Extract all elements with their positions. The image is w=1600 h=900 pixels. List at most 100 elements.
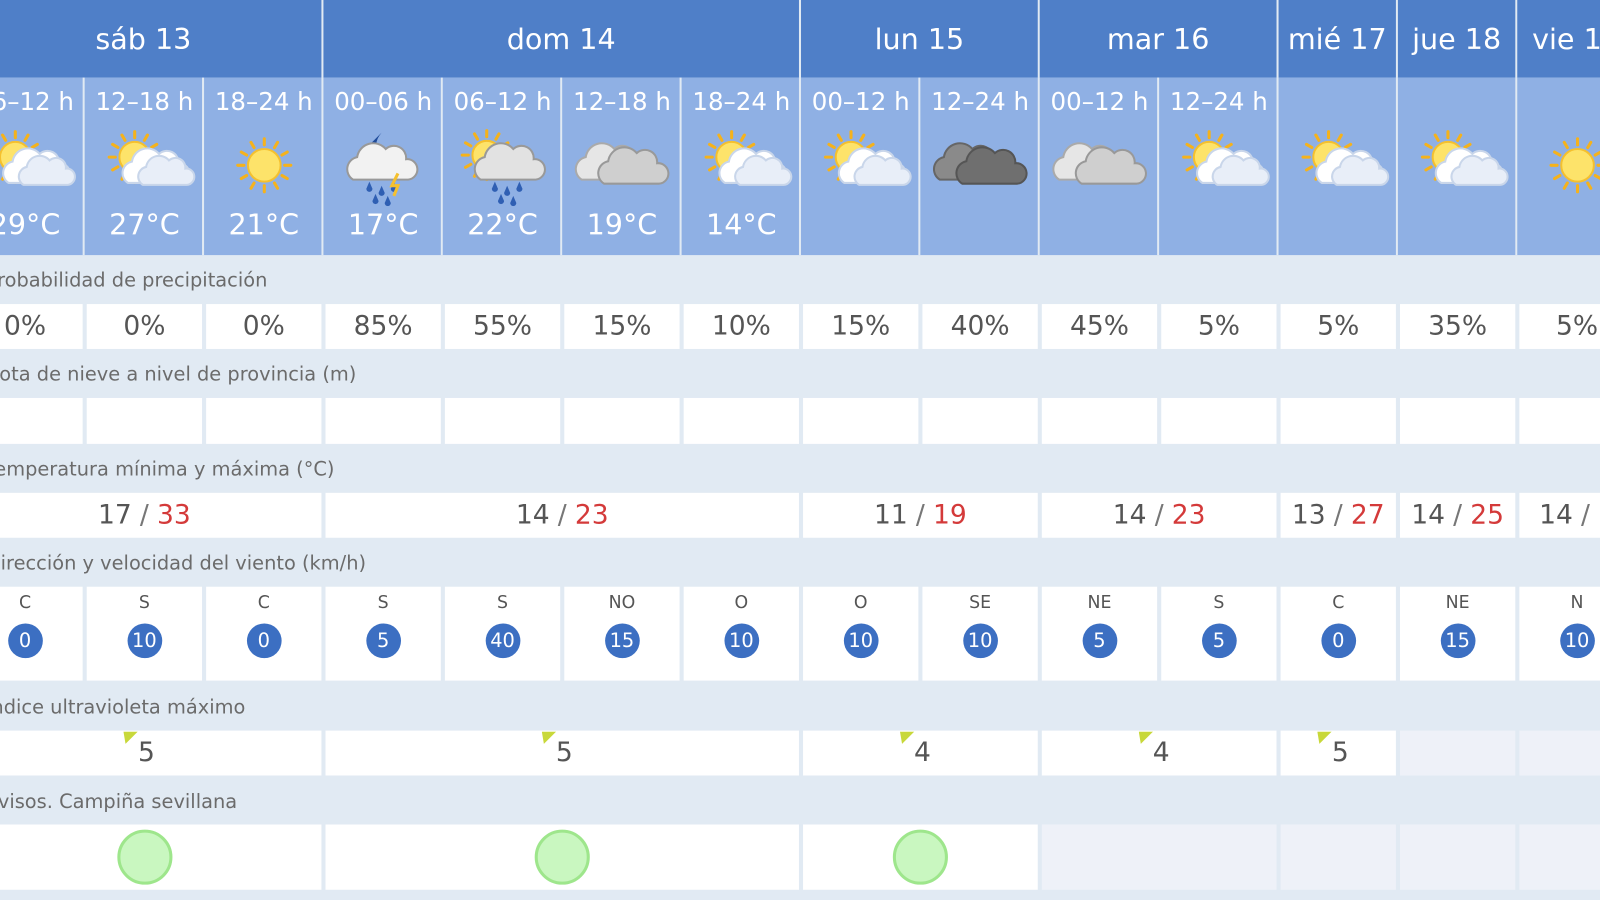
snow-cell — [444, 397, 561, 444]
period-cell: 12–18 h 27°C — [84, 77, 205, 256]
precip-value: 10% — [711, 311, 771, 342]
temp-cell: 14/ 2 — [1519, 492, 1600, 538]
temp-min: 14 — [1411, 499, 1445, 531]
wind-speed: 0 — [1320, 623, 1356, 659]
row-label: Índice ultravioleta máximo — [0, 695, 246, 719]
temp-cell: 14/23 — [325, 492, 799, 538]
precip-cell: 85% — [325, 304, 441, 349]
day-header: lun 15 — [801, 0, 1040, 78]
wind-direction: O — [734, 592, 749, 614]
precip-cell: 0% — [0, 304, 83, 349]
temp-sep: / — [915, 499, 925, 531]
precip-value: 55% — [473, 311, 533, 342]
temp-cell: 17/33 — [0, 492, 322, 538]
precip-value: 0% — [242, 311, 285, 342]
wind-speed: 10 — [127, 623, 162, 659]
period-cell: 12–24 h — [1159, 77, 1279, 256]
row-label: Dirección y velocidad del viento (km/h) — [0, 552, 367, 575]
wind-direction: S — [1213, 592, 1225, 614]
period-cell: 00–12 h — [1039, 77, 1160, 256]
temp-cell: 14/25 — [1399, 492, 1516, 538]
day-header: sáb 13 — [0, 0, 324, 78]
precip-value: 0% — [3, 311, 47, 342]
period-cell — [1517, 77, 1600, 256]
precip-cell: 5% — [1519, 304, 1600, 349]
uv-value: 5 — [137, 737, 155, 769]
warning-cell — [1399, 824, 1516, 890]
wind-speed: 40 — [485, 623, 520, 659]
precip-value: 5% — [1197, 311, 1240, 342]
row-label: Cota de nieve a nivel de provincia (m) — [0, 363, 357, 386]
temp-max: 33 — [157, 499, 191, 531]
day-header: jue 18 — [1397, 0, 1518, 78]
day-header: mié 17 — [1278, 0, 1398, 78]
wind-speed: 10 — [962, 623, 998, 659]
wind-speed: 10 — [723, 623, 759, 659]
temp-max: 25 — [1470, 499, 1505, 531]
day-header: vie 19 — [1517, 0, 1600, 78]
wind-speed: 15 — [1440, 623, 1475, 659]
wind-speed: 5 — [365, 623, 401, 659]
weather-icon — [345, 132, 418, 207]
temp-max: 19 — [933, 499, 967, 531]
precip-cell: 0% — [86, 304, 203, 349]
temp-max: 2 — [1598, 500, 1600, 531]
period-time: 12–18 h — [572, 87, 671, 117]
uv-wrap: 5 — [541, 731, 573, 769]
wind-speed: 0 — [246, 623, 282, 659]
temp-min: 14 — [1539, 499, 1573, 531]
weather-icon — [704, 130, 792, 186]
weather-icon — [0, 130, 76, 186]
uv-wrap: 4 — [1138, 731, 1170, 768]
uv-value: 5 — [555, 737, 573, 769]
snow-cell — [1280, 397, 1396, 444]
temp-min: 17 — [97, 499, 132, 531]
wind-direction: S — [377, 592, 389, 614]
period-cell: 00–06 h 17°C — [323, 77, 443, 256]
period-cell: 12–24 h — [920, 77, 1040, 256]
precip-cell: 40% — [922, 304, 1038, 349]
uv-flag — [1138, 731, 1153, 744]
warning-cell — [1519, 824, 1600, 890]
uv-cell: 5 — [325, 730, 799, 776]
day-header: mar 16 — [1039, 0, 1279, 78]
period-time: 06–12 h — [453, 87, 552, 117]
weather-icon — [574, 142, 669, 185]
period-cell: 18–24 h 21°C — [204, 77, 324, 256]
snow-cell — [325, 397, 441, 444]
warning-level — [534, 829, 590, 885]
snow-cell — [1041, 397, 1158, 444]
weather-icon — [1051, 142, 1147, 185]
precip-cell: 35% — [1399, 304, 1516, 349]
snow-cell — [564, 397, 680, 444]
period-time: 12–24 h — [931, 87, 1030, 117]
row-label: Temperatura mínima y máxima (°C) — [0, 458, 335, 481]
period-temp: 17°C — [347, 208, 419, 242]
temp-sep: / — [1580, 499, 1590, 531]
temp-min: 11 — [873, 499, 908, 531]
wind-cell: N 10 — [1519, 586, 1600, 681]
temp-min: 14 — [1112, 499, 1147, 531]
period-time: 18–24 h — [692, 87, 791, 117]
uv-value: 4 — [913, 737, 931, 769]
wind-speed: 5 — [1082, 623, 1117, 659]
precip-value: 85% — [353, 311, 413, 342]
uv-cell: 4 — [1041, 730, 1277, 776]
precip-value: 45% — [1069, 311, 1129, 342]
wind-direction: SE — [969, 592, 992, 614]
period-time: 00–12 h — [811, 87, 910, 117]
temp-max: 23 — [574, 499, 609, 531]
weather-icon — [1181, 130, 1270, 186]
precip-value: 40% — [950, 311, 1010, 342]
period-temp: 22°C — [467, 208, 538, 242]
weather-icon — [1301, 130, 1389, 186]
row-label: Probabilidad de precipitación — [0, 269, 268, 292]
wind-direction: C — [257, 592, 270, 614]
warning-level — [116, 829, 172, 885]
temp-sep: / — [139, 499, 149, 531]
temp-sep: / — [1453, 499, 1463, 531]
period-temp: 27°C — [109, 208, 180, 242]
